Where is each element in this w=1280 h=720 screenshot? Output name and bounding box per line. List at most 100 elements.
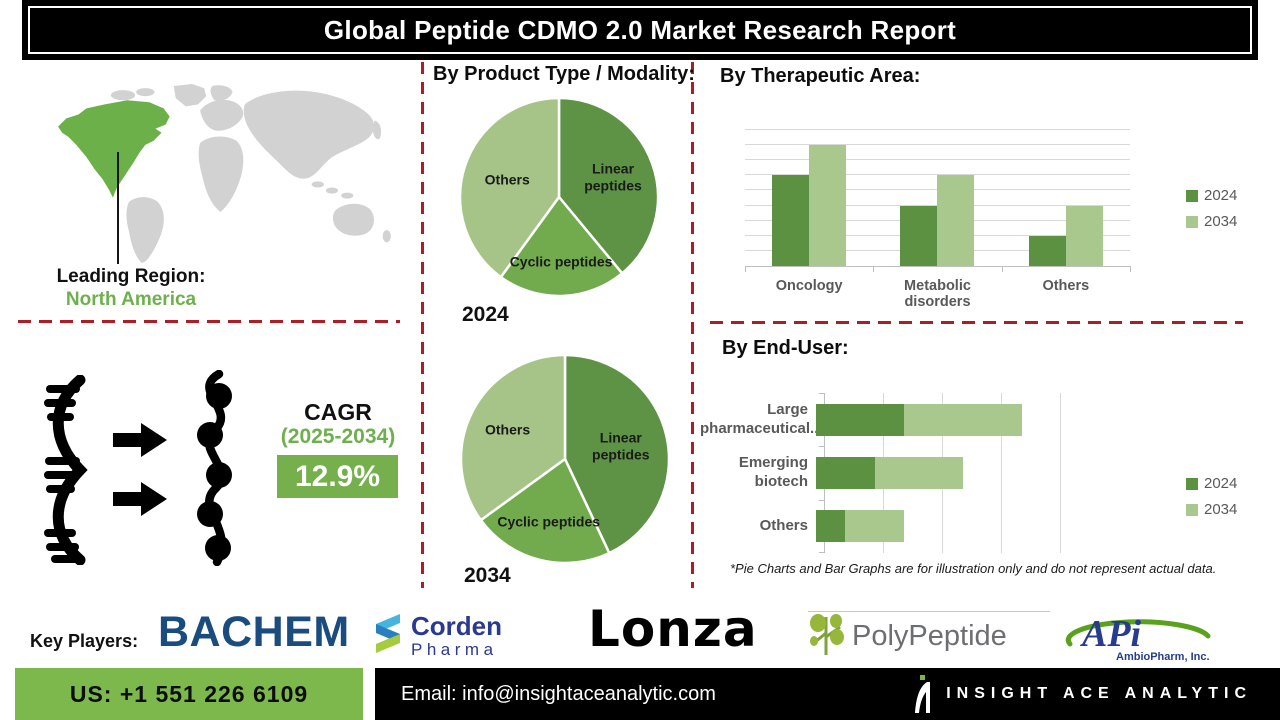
map-africa <box>198 136 244 212</box>
category-label-emerging-biotech: Emerging biotech <box>738 454 808 490</box>
legend-swatch-2024 <box>1186 477 1198 490</box>
corden-pharma-logo-icon <box>376 614 400 653</box>
dashed-divider-right <box>710 321 1243 324</box>
bar-row-emerging-biotech: Emerging biotech <box>700 446 1130 499</box>
therapeutic-area-category-labels: Oncology Metabolic disorders Others <box>745 278 1130 310</box>
page-title: Global Peptide CDMO 2.0 Market Research … <box>323 14 957 45</box>
api-logo-text: APi <box>1080 613 1142 655</box>
bar-track-emerging-biotech <box>816 456 1081 489</box>
map-arctic-islands <box>136 88 155 97</box>
lonza-logo: Lonza <box>588 600 758 658</box>
world-map <box>52 82 402 270</box>
bar-metabolic-disorders-2024 <box>900 205 938 266</box>
legend-swatch-2034 <box>1186 215 1198 228</box>
cagr-value-box: 12.9% <box>277 455 398 498</box>
map-asia <box>243 90 374 179</box>
leading-region-value: North America <box>65 289 197 310</box>
therapeutic-area-chart-plot <box>745 129 1131 272</box>
api-logo-swoosh <box>1065 619 1211 647</box>
cagr-value: 12.9% <box>294 459 381 493</box>
category-label-oncology: Oncology <box>775 278 843 294</box>
gridline <box>745 159 1130 161</box>
axis-tick <box>1001 266 1003 272</box>
gridline <box>1059 393 1061 553</box>
legend-label-2024: 2024 <box>1204 475 1238 492</box>
dashed-divider-left <box>18 320 400 323</box>
map-arctic-islands <box>110 90 136 101</box>
axis-tick <box>819 552 824 553</box>
pie-slice-cyclic-peptides <box>479 457 611 565</box>
gridline <box>745 144 1130 146</box>
footer-phone: US: +1 551 226 6109 <box>69 680 309 707</box>
therapeutic-area-legend: 2024 2034 <box>1186 187 1237 230</box>
map-se-asia <box>325 187 339 194</box>
pie-svg <box>459 353 671 565</box>
axis-tick <box>1130 266 1131 272</box>
pie-year-label-2024: 2024 <box>462 303 509 326</box>
api-ambiopharm-logo: APi AmbioPharm, Inc. <box>1056 604 1220 664</box>
gridline <box>745 174 1130 176</box>
bar-track-others <box>816 510 1081 543</box>
map-south-america <box>126 197 164 263</box>
footer-brand: INSIGHT ACE ANALYTIC <box>914 675 1252 713</box>
map-new-zealand <box>382 230 391 243</box>
pie-chart-2034: Linear peptides Cyclic peptides Others <box>459 353 671 565</box>
peptide-chain-icon <box>188 369 238 567</box>
bachem-logo: BACHEM <box>158 608 350 656</box>
cagr-label: CAGR <box>304 399 372 425</box>
legend-swatch-2024 <box>1186 189 1198 202</box>
map-japan <box>372 120 382 140</box>
pie-slice-label-others: Others <box>484 420 531 437</box>
pie-slice-others <box>458 96 561 279</box>
polypeptide-logo-text: PolyPeptide <box>852 619 1007 652</box>
legend-label-2034: 2034 <box>1204 213 1238 230</box>
pie-year-label-2034: 2034 <box>464 564 511 587</box>
end-user-legend: 2024 2034 <box>1186 475 1237 518</box>
bar-oncology-2034 <box>809 145 847 266</box>
arrow-right-icon <box>113 480 167 518</box>
section-heading-product-type: By Product Type / Modality: <box>433 63 695 85</box>
legend-swatch-2034 <box>1186 503 1198 516</box>
category-label-others: Others <box>759 516 808 534</box>
section-heading-therapeutic-area: By Therapeutic Area: <box>720 65 921 87</box>
category-label-metabolic-disorders: Metabolic disorders <box>904 278 971 310</box>
map-greenland <box>173 84 207 107</box>
key-players-label: Key Players: <box>30 631 139 651</box>
title-bar: Global Peptide CDMO 2.0 Market Research … <box>22 0 1258 60</box>
legend-item-2034: 2034 <box>1186 213 1237 230</box>
bar-segment-others-2034 <box>845 510 905 543</box>
axis-tick <box>873 266 875 272</box>
pie-slice-label-linear-peptides: Linear peptides <box>592 429 650 463</box>
bar-groups <box>745 130 1130 266</box>
pie-slice-label-linear-peptides: Linear peptides <box>584 160 642 194</box>
dashed-divider-vertical-1 <box>421 62 424 588</box>
legend-item-2024: 2024 <box>1186 187 1237 204</box>
footer-email[interactable]: Email: info@insightaceanalytic.com <box>401 682 716 705</box>
insight-ace-logo-icon <box>915 675 931 713</box>
pie-svg <box>458 96 660 298</box>
bar-group-others <box>1002 130 1130 266</box>
legend-item-2024: 2024 <box>1186 475 1237 492</box>
axis-tick <box>819 393 824 394</box>
polypeptide-logo-icon <box>810 614 844 655</box>
pie-slice-label-cyclic-peptides: Cyclic peptides <box>497 513 601 530</box>
bar-segment-others-2024 <box>816 510 846 543</box>
pie-slice-label-others: Others <box>484 171 530 188</box>
legend-label-2024: 2024 <box>1204 187 1238 204</box>
footer-phone-bar: US: +1 551 226 6109 <box>15 668 363 720</box>
bar-group-metabolic-disorders <box>873 130 1001 266</box>
map-scandinavia <box>210 85 233 101</box>
disclaimer-footnote: *Pie Charts and Bar Graphs are for illus… <box>730 561 1217 576</box>
polypeptide-logo-rule <box>808 611 1050 612</box>
legend-item-2034: 2034 <box>1186 501 1237 518</box>
corden-logo-subtext: Pharma <box>411 639 498 659</box>
pie-slice-linear-peptides <box>563 353 671 555</box>
map-north-america-highlight <box>58 100 170 198</box>
gridline <box>1000 393 1002 553</box>
end-user-chart: Large pharmaceutical... Emerging biotech O… <box>700 393 1130 553</box>
dashed-divider-vertical-2 <box>691 62 694 588</box>
cagr-period: (2025-2034) <box>280 425 396 448</box>
section-heading-end-user: By End-User: <box>722 337 849 359</box>
footer-email-bar: Email: info@insightaceanalytic.com INSIG… <box>375 668 1280 720</box>
axis-tick <box>745 266 746 272</box>
